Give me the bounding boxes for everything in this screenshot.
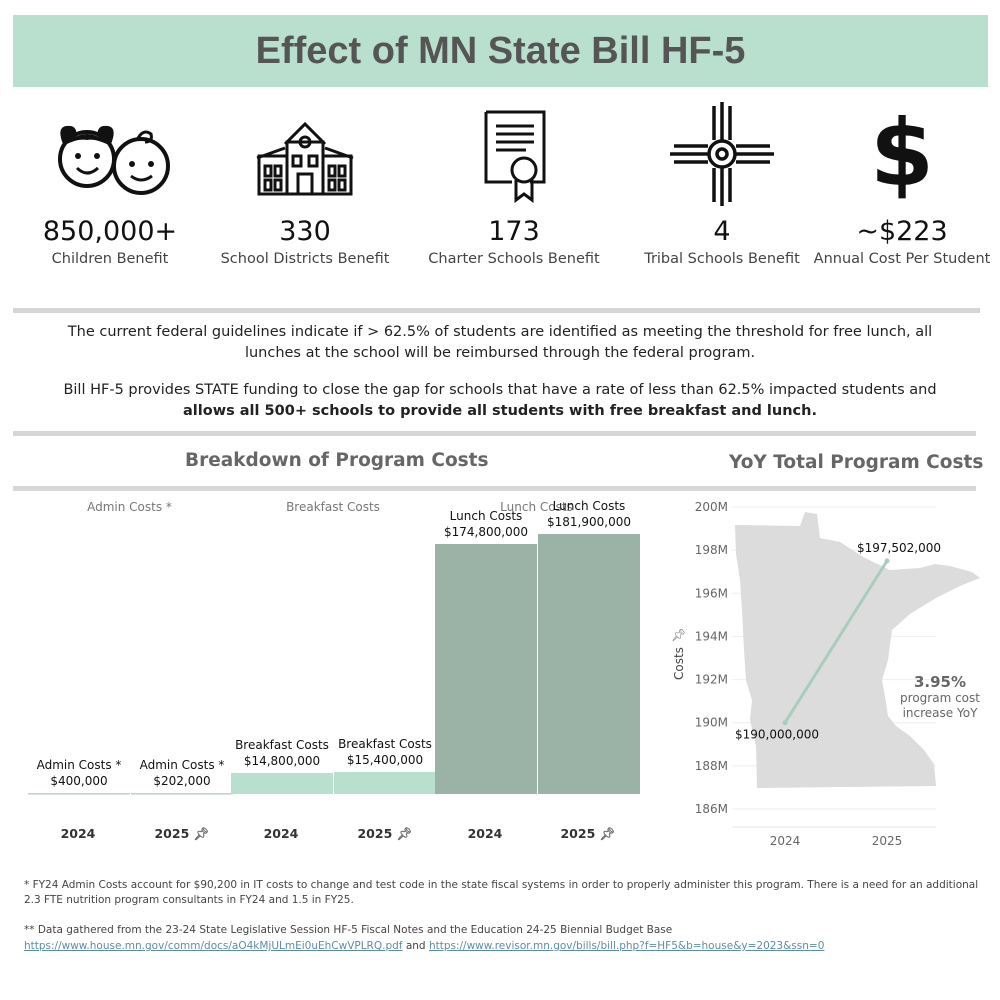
footnote-1: * FY24 Admin Costs account for $90,200 i… bbox=[24, 879, 979, 906]
year-label: 2024 bbox=[263, 826, 299, 841]
bar-data-label: Admin Costs * $202,000 bbox=[139, 758, 225, 788]
year-label: 2025 bbox=[560, 826, 596, 841]
pin-icon[interactable]: 📌︎ bbox=[599, 826, 616, 841]
cost-bar[interactable] bbox=[435, 544, 537, 794]
group-header-breakfast: Breakfast Costs bbox=[286, 500, 380, 514]
stat-annual-cost: $ ~$223 Annual Cost Per Student bbox=[802, 95, 1000, 269]
yoy-line-chart: 186M 188M 190M 192M 194M 196M 198M 200M $190,000… bbox=[695, 500, 980, 848]
y-tick-label: 190M bbox=[695, 716, 728, 730]
title-banner: Effect of MN State Bill HF-5 bbox=[13, 15, 988, 87]
series-line[interactable] bbox=[783, 560, 889, 724]
stat-tribal-schools: 4 Tribal Schools Benefit bbox=[622, 95, 822, 269]
x-tick-label: 2025 bbox=[872, 834, 903, 848]
info-paragraph-2-text: Bill HF-5 provides STATE funding to clos… bbox=[63, 382, 937, 398]
y-tick-label: 194M bbox=[695, 629, 728, 643]
footnote-2: ** Data gathered from the 23-24 State Le… bbox=[24, 924, 673, 936]
yoy-annotation: 3.95% program cost increase YoY bbox=[895, 673, 985, 721]
divider bbox=[13, 486, 976, 491]
stat-school-districts: 330 School Districts Benefit bbox=[205, 95, 405, 269]
cost-bar[interactable] bbox=[231, 772, 333, 794]
group-header-lunch: Lunch Costs bbox=[500, 500, 573, 514]
stat-children: 850,000+ Children Benefit bbox=[10, 95, 210, 269]
stat-label: Children Benefit bbox=[51, 251, 169, 267]
pin-icon[interactable]: 📌︎ bbox=[396, 826, 413, 841]
divider bbox=[13, 431, 976, 436]
y-tick-label: 192M bbox=[695, 673, 728, 687]
y-tick-label: 200M bbox=[695, 500, 728, 514]
year-label: 2025 bbox=[357, 826, 393, 841]
bar-data-label: Lunch Costs $174,800,000 bbox=[444, 509, 528, 540]
bar-data-label: Admin Costs * $400,000 bbox=[36, 758, 122, 788]
svg-text:$: $ bbox=[872, 109, 932, 199]
annotation-value: 3.95% bbox=[913, 673, 967, 691]
data-point[interactable] bbox=[884, 558, 890, 564]
year-label-2025-admin: 2025 📌︎ bbox=[132, 826, 232, 842]
stat-value: ~$223 bbox=[856, 216, 948, 247]
group-header-admin: Admin Costs * bbox=[87, 500, 172, 514]
year-label: 2024 bbox=[60, 826, 96, 841]
year-label: 2025 bbox=[154, 826, 190, 841]
minnesota-map-shape bbox=[735, 512, 980, 788]
footnote-links: https://www.house.mn.gov/comm/docs/aO4kM… bbox=[24, 939, 984, 954]
y-tick-label: 188M bbox=[695, 759, 728, 773]
zia-sun-symbol-icon bbox=[670, 102, 774, 206]
stat-charter-schools: 173 Charter Schools Benefit bbox=[414, 95, 614, 269]
certificate-icon bbox=[484, 110, 546, 203]
stat-value: 330 bbox=[279, 216, 331, 247]
stat-value: 850,000+ bbox=[42, 216, 178, 247]
pin-icon[interactable]: 📌︎ bbox=[193, 826, 210, 841]
year-label: 2024 bbox=[467, 826, 503, 841]
cost-bar[interactable] bbox=[334, 771, 436, 794]
dollar-sign-icon: $ bbox=[872, 109, 932, 199]
link-separator: and bbox=[405, 940, 426, 952]
annotation-text: increase YoY bbox=[902, 706, 978, 720]
bar-data-label: Breakfast Costs $14,800,000 bbox=[235, 737, 329, 768]
stat-label: Tribal Schools Benefit bbox=[644, 251, 800, 267]
children-faces-icon bbox=[58, 125, 170, 195]
info-paragraph-2: Bill HF-5 provides STATE funding to clos… bbox=[40, 380, 960, 422]
x-tick-label: 2024 bbox=[770, 834, 801, 848]
data-point[interactable] bbox=[782, 720, 788, 726]
school-building-icon bbox=[256, 121, 354, 196]
y-tick-label: 198M bbox=[695, 543, 728, 557]
stat-value: 173 bbox=[488, 216, 540, 247]
stat-label: Annual Cost Per Student bbox=[813, 251, 991, 267]
source-link-revisor[interactable]: https://www.revisor.mn.gov/bills/bill.ph… bbox=[428, 940, 825, 952]
info-paragraph-1: The current federal guidelines indicate … bbox=[67, 324, 933, 361]
cost-bar[interactable] bbox=[538, 533, 640, 794]
divider bbox=[13, 308, 980, 313]
bar-data-label: Breakfast Costs $15,400,000 bbox=[338, 736, 432, 767]
annotation-text: program cost bbox=[900, 691, 980, 705]
yoy-title: YoY Total Program Costs bbox=[729, 452, 984, 473]
page-title: Effect of MN State Bill HF-5 bbox=[255, 30, 746, 72]
year-label-2025-lunch: 2025 📌︎ bbox=[538, 826, 638, 842]
y-tick-label: 196M bbox=[695, 586, 728, 600]
data-label: $197,502,000 bbox=[857, 541, 941, 555]
data-label: $190,000,000 bbox=[735, 728, 819, 742]
stat-value: 4 bbox=[713, 216, 731, 247]
year-label-2025-breakfast: 2025 📌︎ bbox=[335, 826, 435, 842]
breakdown-title: Breakdown of Program Costs bbox=[185, 450, 489, 471]
cost-bar[interactable] bbox=[131, 793, 233, 795]
pin-icon[interactable]: 📌︎ bbox=[671, 628, 687, 642]
source-link-house[interactable]: https://www.house.mn.gov/comm/docs/aO4kM… bbox=[24, 940, 403, 952]
bar-data-label: Lunch Costs $181,900,000 bbox=[547, 498, 631, 529]
stat-label: School Districts Benefit bbox=[220, 251, 390, 267]
info-paragraph-2-bold: allows all 500+ schools to provide all s… bbox=[183, 403, 817, 419]
cost-bar[interactable] bbox=[28, 793, 130, 795]
y-tick-label: 186M bbox=[695, 802, 728, 816]
stat-label: Charter Schools Benefit bbox=[428, 251, 600, 267]
